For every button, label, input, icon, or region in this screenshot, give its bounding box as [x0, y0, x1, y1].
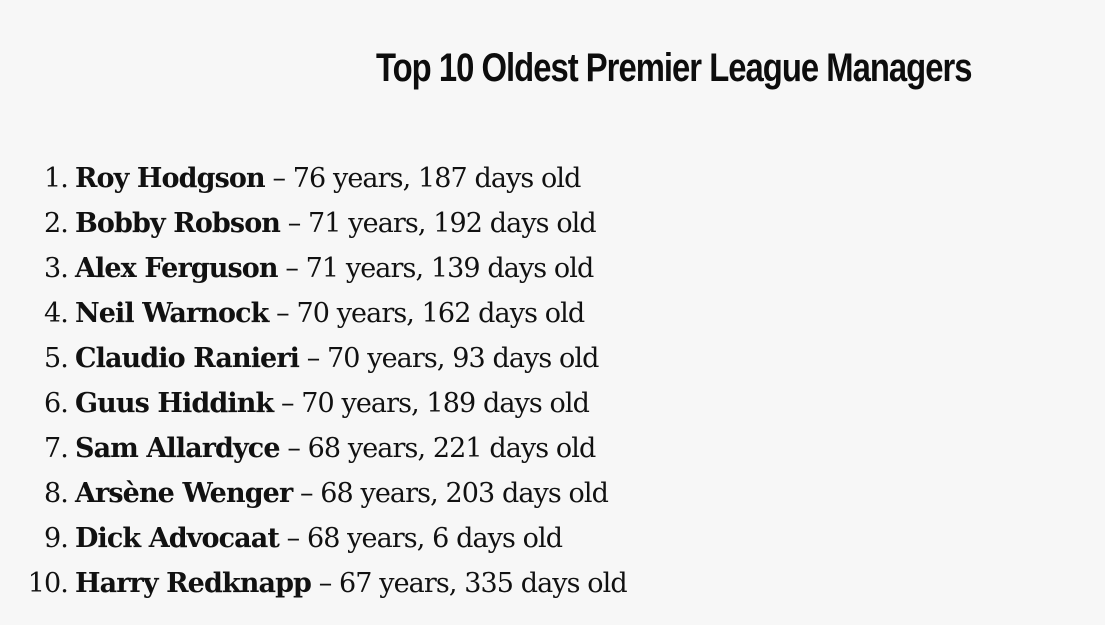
list-item: 7. Sam Allardyce – 68 years, 221 days old	[0, 426, 627, 471]
list-item: 2. Bobby Robson – 71 years, 192 days old	[0, 201, 627, 246]
manager-age: 70 years, 162 days old	[296, 298, 585, 329]
rank-number: 3.	[44, 253, 69, 284]
list-item: 10. Harry Redknapp – 67 years, 335 days o…	[0, 561, 628, 606]
manager-age: 76 years, 187 days old	[292, 163, 582, 194]
rank-number: 6.	[44, 388, 69, 419]
manager-name: Arsène Wenger	[75, 478, 293, 509]
rank-number: 5.	[44, 343, 69, 374]
manager-name: Neil Warnock	[75, 298, 269, 329]
separator: –	[299, 478, 313, 509]
list-item: 5. Claudio Ranieri – 70 years, 93 days ol…	[0, 336, 627, 381]
list-item: 4. Neil Warnock – 70 years, 162 days old	[0, 291, 627, 336]
separator: –	[272, 163, 286, 194]
separator: –	[287, 208, 301, 239]
separator: –	[285, 253, 298, 284]
manager-name: Harry Redknapp	[75, 568, 312, 599]
rank-number: 2.	[44, 208, 69, 239]
separator: –	[276, 298, 289, 329]
manager-age: 70 years, 93 days old	[327, 343, 599, 374]
list-item: 6. Guus Hiddink – 70 years, 189 days old	[0, 381, 627, 426]
manager-name: Roy Hodgson	[75, 163, 266, 194]
rank-number: 7.	[44, 433, 69, 464]
separator: –	[286, 523, 300, 554]
manager-age: 68 years, 203 days old	[320, 478, 609, 509]
rank-number: 1.	[44, 163, 69, 194]
separator: –	[280, 388, 294, 419]
manager-name: Guus Hiddink	[75, 388, 274, 419]
list-item: 1. Roy Hodgson – 76 years, 187 days old	[0, 156, 627, 201]
manager-age: 70 years, 189 days old	[301, 388, 590, 419]
manager-name: Bobby Robson	[75, 208, 281, 239]
list-item: 8. Arsène Wenger – 68 years, 203 days old	[0, 471, 627, 516]
separator: –	[306, 343, 320, 374]
manager-age: 71 years, 139 days old	[305, 253, 595, 284]
list-item: 9. Dick Advocaat – 68 years, 6 days old	[0, 516, 627, 561]
manager-age: 71 years, 192 days old	[308, 208, 597, 239]
manager-age: 68 years, 221 days old	[307, 433, 597, 464]
separator: –	[318, 568, 332, 599]
list-item: 3. Alex Ferguson – 71 years, 139 days old	[0, 246, 627, 291]
manager-name: Claudio Ranieri	[75, 343, 300, 374]
manager-name: Sam Allardyce	[75, 433, 281, 464]
manager-name: Alex Ferguson	[75, 253, 279, 284]
rank-number: 10.	[27, 568, 69, 599]
separator: –	[287, 433, 300, 464]
manager-name: Dick Advocaat	[75, 523, 280, 554]
rank-number: 9.	[44, 523, 69, 554]
manager-age: 68 years, 6 days old	[306, 523, 563, 554]
rank-number: 4.	[44, 298, 69, 329]
managers-list: 1. Roy Hodgson – 76 years, 187 days old 2…	[0, 156, 628, 606]
page-title: Top 10 Oldest Premier League Managers	[376, 46, 972, 90]
manager-age: 67 years, 335 days old	[339, 568, 628, 599]
rank-number: 8.	[44, 478, 69, 509]
